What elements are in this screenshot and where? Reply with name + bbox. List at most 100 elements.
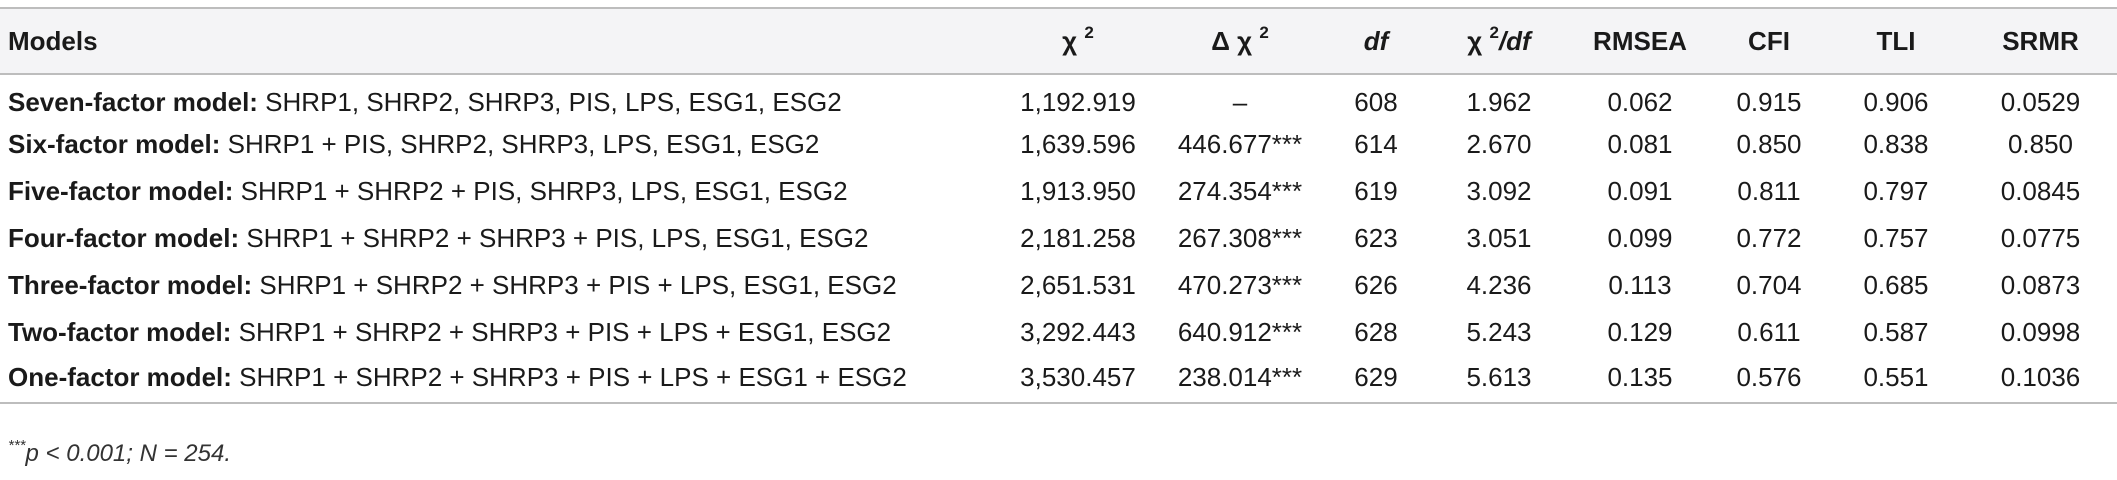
cell-dchi2: 238.014*** <box>1156 356 1324 404</box>
model-description: SHRP1 + SHRP2 + PIS, SHRP3, LPS, ESG1, E… <box>233 176 848 206</box>
footnote-text: p < 0.001; N = 254. <box>25 440 232 467</box>
cell-srmr: 0.0998 <box>2000 317 2081 347</box>
model-name: Two-factor model: <box>8 317 232 347</box>
cell-srmr: 0.0529 <box>2000 86 2081 117</box>
model-cell: Three-factor model: SHRP1 + SHRP2 + SHRP… <box>0 262 1000 309</box>
model-cell: One-factor model: SHRP1 + SHRP2 + SHRP3 … <box>0 356 1000 404</box>
cell-cfi: 0.811 <box>1737 176 1801 206</box>
table-row: Four-factor model: SHRP1 + SHRP2 + SHRP3… <box>0 215 2117 262</box>
cell-srmr: 0.0775 <box>2000 223 2081 253</box>
model-description: SHRP1 + SHRP2 + SHRP3 + PIS + LPS + ESG1… <box>231 317 892 347</box>
model-name: Five-factor model: <box>8 176 234 206</box>
model-name: One-factor model: <box>8 361 232 392</box>
table-row: Seven-factor model: SHRP1, SHRP2, SHRP3,… <box>0 74 2117 121</box>
cell-tli: 0.838 <box>1863 129 1929 159</box>
model-description: SHRP1 + SHRP2 + SHRP3 + PIS + LPS, ESG1,… <box>252 270 897 300</box>
cell-chi2: 3,530.457 <box>1000 356 1156 404</box>
cell-cfi: 0.576 <box>1710 356 1828 404</box>
cell-cfi: 0.915 <box>1736 86 1802 117</box>
cell-tli: 0.685 <box>1863 270 1929 300</box>
chi-symbol: χ <box>1062 25 1078 56</box>
cell-dchi2: – <box>1232 86 1248 117</box>
cell-chi2: 1,192.919 <box>1020 86 1136 117</box>
table-row: Two-factor model: SHRP1 + SHRP2 + SHRP3 … <box>0 309 2117 356</box>
cell-srmr: 0.850 <box>2007 129 2074 159</box>
model-name: Three-factor model: <box>8 270 253 300</box>
model-description: SHRP1 + SHRP2 + SHRP3 + PIS, LPS, ESG1, … <box>239 223 869 253</box>
cell-ratio: 3.051 <box>1466 223 1532 253</box>
cell-rmsea: 0.099 <box>1607 223 1673 253</box>
cell-ratio: 4.236 <box>1466 270 1532 300</box>
delta-chi-symbol: Δ χ <box>1211 25 1253 56</box>
cell-ratio: 5.243 <box>1466 317 1532 347</box>
table-body: Seven-factor model: SHRP1, SHRP2, SHRP3,… <box>0 74 2117 404</box>
cell-rmsea: 0.081 <box>1607 129 1673 159</box>
cell-df: 629 <box>1324 356 1428 404</box>
cell-tli: 0.906 <box>1863 86 1929 117</box>
model-name: Four-factor model: <box>8 223 240 253</box>
model-cell: Six-factor model: SHRP1 + PIS, SHRP2, SH… <box>0 121 1000 168</box>
ratio-superscript: 2 <box>1489 22 1499 42</box>
cell-df: 626 <box>1354 270 1398 300</box>
cell-chi2: 2,651.531 <box>1020 270 1136 300</box>
table-row: Five-factor model: SHRP1 + SHRP2 + PIS, … <box>0 168 2117 215</box>
cell-chi2: 3,292.443 <box>1020 317 1136 347</box>
delta-chi-superscript: 2 <box>1259 22 1269 42</box>
cell-ratio: 2.670 <box>1466 129 1532 159</box>
cell-cfi: 0.850 <box>1736 129 1802 159</box>
cell-dchi2: 470.273*** <box>1177 270 1303 300</box>
header-row: Models χ 2 Δ χ 2 df χ 2/df RMSEA CFI TLI… <box>0 7 2117 75</box>
cell-df: 614 <box>1354 129 1398 159</box>
cell-df: 623 <box>1354 223 1398 253</box>
model-fit-table: Models χ 2 Δ χ 2 df χ 2/df RMSEA CFI TLI… <box>0 7 2117 404</box>
model-description: SHRP1 + PIS, SHRP2, SHRP3, LPS, ESG1, ES… <box>220 129 820 159</box>
model-cell: Two-factor model: SHRP1 + SHRP2 + SHRP3 … <box>0 309 1000 356</box>
header-srmr: SRMR <box>1964 7 2117 75</box>
cell-df: 619 <box>1354 176 1398 206</box>
cell-dchi2: 446.677*** <box>1177 129 1303 159</box>
header-models: Models <box>0 7 1000 75</box>
model-name: Six-factor model: <box>8 129 221 159</box>
cell-chi2: 1,639.596 <box>1020 129 1136 159</box>
cell-ratio: 1.962 <box>1466 86 1532 117</box>
table-row: Six-factor model: SHRP1 + PIS, SHRP2, SH… <box>0 121 2117 168</box>
model-name: Seven-factor model: <box>8 86 258 117</box>
model-cell: Five-factor model: SHRP1 + SHRP2 + PIS, … <box>0 168 1000 215</box>
cell-rmsea: 0.135 <box>1570 356 1710 404</box>
cell-df: 608 <box>1354 86 1398 117</box>
cell-cfi: 0.704 <box>1736 270 1802 300</box>
model-description: SHRP1, SHRP2, SHRP3, PIS, LPS, ESG1, ESG… <box>257 86 842 117</box>
cell-tli: 0.551 <box>1828 356 1964 404</box>
cell-srmr: 0.0845 <box>2000 176 2081 206</box>
cell-tli: 0.587 <box>1863 317 1929 347</box>
cell-tli: 0.757 <box>1863 223 1929 253</box>
table-row: Three-factor model: SHRP1 + SHRP2 + SHRP… <box>0 262 2117 309</box>
cell-dchi2: 274.354*** <box>1177 176 1303 206</box>
cell-rmsea: 0.129 <box>1607 317 1673 347</box>
header-chi-square-df: χ 2/df <box>1428 7 1570 75</box>
footnote-stars: *** <box>8 437 26 454</box>
ratio-suffix: /df <box>1498 25 1531 56</box>
cell-tli: 0.797 <box>1863 176 1929 206</box>
header-rmsea: RMSEA <box>1570 7 1710 75</box>
cell-dchi2: 640.912*** <box>1177 317 1303 347</box>
cell-rmsea: 0.062 <box>1607 86 1673 117</box>
cell-ratio: 3.092 <box>1466 176 1532 206</box>
cell-cfi: 0.772 <box>1736 223 1802 253</box>
header-delta-chi-square: Δ χ 2 <box>1156 7 1324 75</box>
cell-ratio: 5.613 <box>1428 356 1570 404</box>
table-row: One-factor model: SHRP1 + SHRP2 + SHRP3 … <box>0 356 2117 404</box>
header-df: df <box>1324 7 1428 75</box>
cell-dchi2: 267.308*** <box>1177 223 1303 253</box>
model-description: SHRP1 + SHRP2 + SHRP3 + PIS + LPS + ESG1… <box>231 361 907 392</box>
cell-rmsea: 0.113 <box>1608 270 1672 300</box>
ratio-chi-symbol: χ <box>1467 25 1483 56</box>
cell-cfi: 0.611 <box>1737 317 1801 347</box>
cell-srmr: 0.0873 <box>2000 270 2081 300</box>
model-cell: Seven-factor model: SHRP1, SHRP2, SHRP3,… <box>0 74 1000 121</box>
cell-srmr: 0.1036 <box>1964 356 2117 404</box>
header-chi-square: χ 2 <box>1000 7 1156 75</box>
model-cell: Four-factor model: SHRP1 + SHRP2 + SHRP3… <box>0 215 1000 262</box>
header-tli: TLI <box>1828 7 1964 75</box>
